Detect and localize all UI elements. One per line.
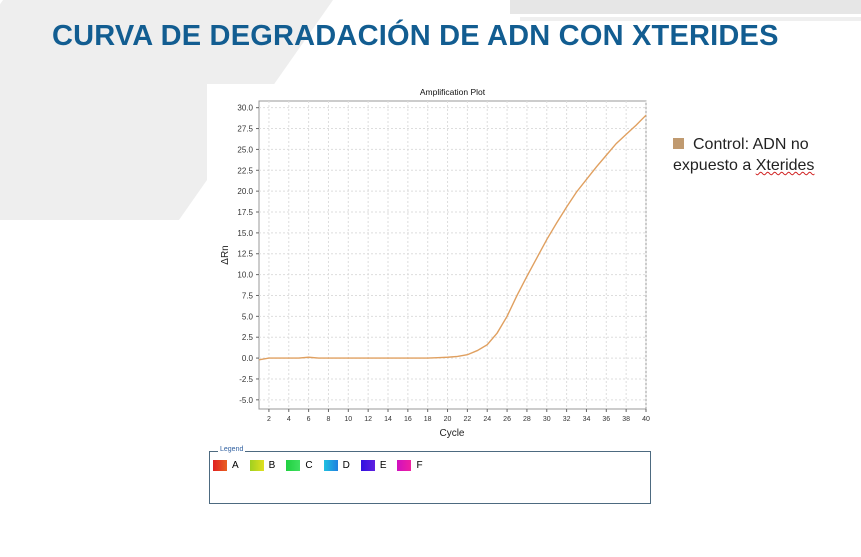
legend-swatch <box>286 460 301 471</box>
y-tick-label: -5.0 <box>239 396 253 405</box>
x-tick-label: 16 <box>404 416 412 423</box>
legend-swatch <box>213 460 227 471</box>
legend-swatch <box>397 460 412 471</box>
annotation-line2: expuesto a <box>673 157 756 174</box>
legend-title: Legend <box>218 446 246 453</box>
x-tick-label: 24 <box>483 416 491 423</box>
legend-label: E <box>379 460 387 471</box>
x-tick-label: 22 <box>463 416 471 423</box>
legend-item: B <box>249 460 276 471</box>
y-tick-label: 2.5 <box>242 333 254 342</box>
x-tick-label: 26 <box>503 416 511 423</box>
series-annotation: Control: ADN no expuesto a Xterides <box>673 134 814 176</box>
y-tick-label: 27.5 <box>237 125 253 134</box>
x-tick-label: 12 <box>364 416 372 423</box>
plot-area <box>258 100 647 410</box>
legend-label: C <box>305 460 313 471</box>
x-tick-label: 38 <box>622 416 630 423</box>
annotation-word: Xterides <box>755 157 815 174</box>
x-tick-label: 30 <box>543 416 551 423</box>
y-tick-label: -2.5 <box>239 375 253 384</box>
legend-item: C <box>286 460 313 471</box>
x-tick-label: 14 <box>384 416 392 423</box>
y-axis-label: ΔRn <box>220 245 231 264</box>
legend-label: D <box>342 460 350 471</box>
x-tick-label: 10 <box>344 416 352 423</box>
series-color-swatch <box>673 138 684 149</box>
x-tick-label: 40 <box>642 416 650 423</box>
legend-label: F <box>416 460 423 471</box>
y-tick-label: 0.0 <box>242 354 254 363</box>
y-tick-label: 10.0 <box>237 271 253 280</box>
legend-swatch <box>360 460 375 471</box>
background-decoration-bar <box>510 0 861 14</box>
legend-label: A <box>232 460 239 471</box>
x-tick-label: 8 <box>327 416 331 423</box>
x-tick-label: 6 <box>307 416 311 423</box>
x-tick-label: 4 <box>287 416 291 423</box>
y-tick-label: 17.5 <box>237 208 253 217</box>
x-axis-label: Cycle <box>439 428 464 439</box>
legend-swatch <box>323 460 338 471</box>
y-tick-label: 30.0 <box>237 104 253 113</box>
legend-swatch <box>249 460 264 471</box>
legend-item: A <box>213 460 239 471</box>
y-tick-label: 20.0 <box>237 187 253 196</box>
x-tick-label: 28 <box>523 416 531 423</box>
y-tick-label: 25.0 <box>237 145 253 154</box>
y-tick-label: 15.0 <box>237 229 253 238</box>
x-tick-label: 34 <box>583 416 591 423</box>
legend-item: E <box>360 460 387 471</box>
y-tick-label: 7.5 <box>242 291 254 300</box>
chart-legend: Legend A B C D E F <box>209 446 651 504</box>
legend-label: B <box>268 460 276 471</box>
x-tick-label: 32 <box>563 416 571 423</box>
legend-item: D <box>323 460 350 471</box>
x-tick-label: 20 <box>444 416 452 423</box>
background-decoration-bar <box>520 17 861 21</box>
y-tick-label: 12.5 <box>237 250 253 259</box>
legend-item: F <box>397 460 423 471</box>
series-line-control <box>258 114 647 361</box>
x-tick-label: 36 <box>602 416 610 423</box>
x-tick-label: 18 <box>424 416 432 423</box>
slide-title: CURVA DE DEGRADACIÓN DE ADN CON XTERIDES <box>52 20 779 52</box>
annotation-line1: Control: ADN no <box>693 136 809 153</box>
y-tick-label: 22.5 <box>237 166 253 175</box>
chart-title: Amplification Plot <box>420 87 486 97</box>
y-tick-label: 5.0 <box>242 312 254 321</box>
x-tick-label: 2 <box>267 416 271 423</box>
